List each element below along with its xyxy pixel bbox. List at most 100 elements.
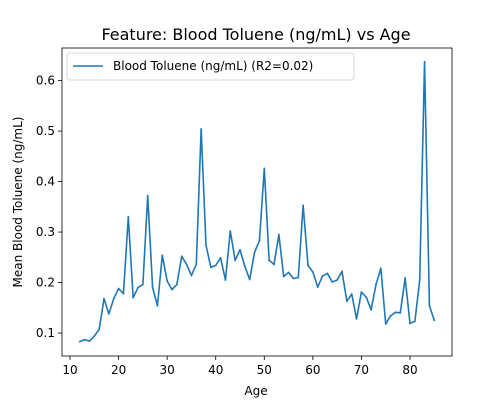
data-point [180,255,183,258]
data-point [253,251,256,254]
x-tick-label: 80 [402,363,417,377]
y-tick-label: 0.4 [36,175,55,189]
series-line [79,61,436,343]
data-point [384,323,387,325]
data-point [156,304,159,307]
data-point [103,297,105,300]
y-axis-label: Mean Blood Toluene (ng/mL) [11,117,25,288]
legend-label: Blood Toluene (ng/mL) (R2=0.02) [113,59,313,73]
data-point [141,283,144,286]
data-point [171,288,173,291]
data-point [355,317,358,320]
data-point [297,276,300,279]
data-point [433,319,436,322]
data-point [107,312,110,315]
data-point [307,264,309,267]
data-point [399,311,402,314]
data-point [350,293,353,296]
data-point [224,279,227,281]
data-point [200,128,203,130]
data-point [409,322,411,325]
data-point [360,291,363,294]
data-point [234,259,237,262]
data-point [273,263,275,266]
data-point [239,248,241,251]
x-tick-label: 30 [160,363,175,377]
data-point [137,286,139,289]
data-point [336,279,339,281]
data-point [389,314,392,317]
data-point [404,277,407,279]
data-point [375,283,377,286]
data-point [93,335,96,337]
data-point [151,286,154,289]
y-tick-label: 0.6 [36,74,55,88]
data-point [185,263,188,266]
x-axis: 10 20 30 40 50 60 70 80 [62,356,418,377]
x-tick-label: 60 [305,363,320,377]
data-point [243,265,246,268]
data-point [190,274,193,277]
data-point [219,256,222,259]
y-tick-label: 0.2 [36,276,55,290]
data-point [345,300,348,303]
data-point [316,286,319,288]
data-point [98,328,101,331]
data-point [205,244,207,247]
data-point [365,296,368,299]
x-tick-label: 50 [257,363,272,377]
data-point [370,308,373,311]
x-tick-label: 40 [208,363,223,377]
chart-title: Feature: Blood Toluene (ng/mL) vs Age [101,25,410,44]
data-point [112,297,115,300]
data-point [166,280,169,282]
data-point [341,270,343,273]
data-point [413,320,416,323]
data-point [229,230,232,232]
y-tick-label: 0.5 [36,124,55,138]
data-point [277,233,280,236]
data-point [161,254,164,257]
legend-box [66,52,355,81]
y-tick-label: 0.1 [36,326,55,340]
data-point [146,194,149,197]
y-axis: 0.1 0.2 0.3 0.4 0.5 0.6 [36,74,62,340]
x-tick-label: 10 [62,363,77,377]
data-point [117,287,120,290]
data-point [214,264,217,267]
data-point [282,275,285,278]
data-point [122,292,125,295]
legend: Blood Toluene (ng/mL) (R2=0.02) [66,52,355,81]
data-point [394,311,397,314]
data-point [263,167,266,170]
data-point [132,296,135,299]
data-point [418,279,421,282]
data-point [326,272,329,275]
data-point [302,204,305,207]
data-point [331,281,334,283]
data-point [379,267,382,270]
data-point [428,304,431,307]
data-point [127,215,130,218]
data-point [423,60,426,63]
data-point [248,278,251,281]
data-point [321,275,324,277]
data-point [78,340,81,343]
x-axis-label: Age [244,384,267,398]
data-point [88,340,91,343]
plot-area [61,47,453,357]
data-point [258,239,261,242]
data-point [268,259,271,262]
y-tick-label: 0.3 [36,225,55,239]
x-tick-label: 70 [354,363,369,377]
x-tick-label: 20 [111,363,126,377]
data-point [209,266,212,269]
data-point [287,271,290,274]
series-layer [78,60,436,343]
data-point [175,283,178,286]
data-point [311,271,314,273]
data-point [83,338,86,341]
data-point [195,263,198,266]
data-point [292,277,295,280]
